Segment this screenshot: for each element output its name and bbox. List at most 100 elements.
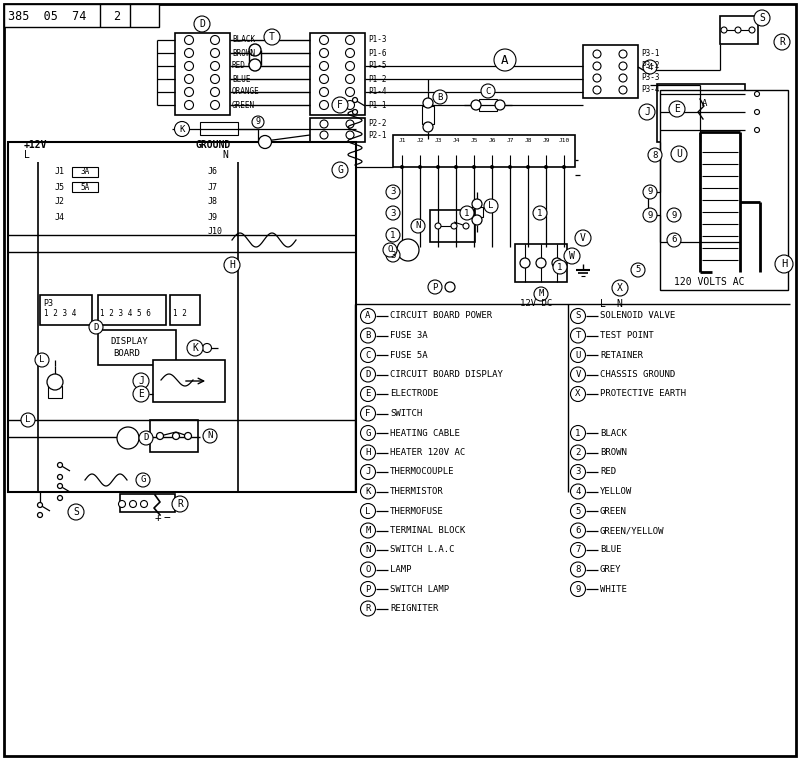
Text: J: J: [138, 376, 144, 386]
Bar: [72, 167, 98, 177]
Bar: [515, 244, 567, 282]
Text: O: O: [366, 565, 370, 574]
Circle shape: [361, 445, 375, 460]
Text: GROUND: GROUND: [195, 140, 230, 150]
Circle shape: [570, 581, 586, 597]
Text: 3: 3: [575, 467, 581, 477]
Circle shape: [361, 406, 375, 421]
Circle shape: [490, 165, 494, 169]
Circle shape: [520, 258, 530, 268]
Bar: [249, 50, 261, 65]
Text: U: U: [676, 149, 682, 159]
Circle shape: [210, 36, 219, 45]
Text: N: N: [616, 299, 622, 309]
Text: HEATER 120V AC: HEATER 120V AC: [390, 448, 466, 457]
Text: P3-2: P3-2: [641, 62, 659, 71]
Text: B: B: [366, 331, 370, 340]
Text: V: V: [575, 370, 581, 379]
Circle shape: [319, 74, 329, 84]
Circle shape: [612, 280, 628, 296]
Text: J8: J8: [208, 198, 218, 207]
Text: N: N: [222, 150, 228, 160]
Circle shape: [593, 50, 601, 58]
Text: 12V DC: 12V DC: [520, 299, 552, 309]
Text: H: H: [781, 259, 787, 269]
Circle shape: [361, 367, 375, 382]
Circle shape: [332, 162, 348, 178]
Text: RED: RED: [600, 467, 616, 477]
Bar: [310, 118, 365, 142]
Text: C: C: [486, 87, 490, 96]
Circle shape: [185, 62, 194, 71]
Circle shape: [320, 120, 328, 128]
Text: J6: J6: [208, 167, 218, 176]
Circle shape: [481, 84, 495, 98]
Text: PROTECTIVE EARTH: PROTECTIVE EARTH: [600, 389, 686, 398]
Text: +12V: +12V: [24, 140, 47, 150]
Text: N: N: [415, 221, 421, 230]
Circle shape: [508, 165, 512, 169]
Circle shape: [386, 228, 400, 242]
Text: J5: J5: [470, 138, 478, 144]
Text: FUSE 3A: FUSE 3A: [390, 331, 428, 340]
Circle shape: [564, 248, 580, 264]
Text: GREY: GREY: [600, 565, 622, 574]
Bar: [98, 295, 166, 325]
Text: 3: 3: [390, 188, 396, 197]
Circle shape: [593, 62, 601, 70]
Text: K: K: [179, 125, 185, 134]
Circle shape: [575, 230, 591, 246]
Bar: [479, 99, 497, 111]
Text: J: J: [366, 467, 370, 477]
Circle shape: [202, 344, 211, 353]
Text: P1-1: P1-1: [368, 100, 386, 109]
Circle shape: [411, 219, 425, 233]
Text: V: V: [580, 233, 586, 243]
Circle shape: [361, 523, 375, 538]
Bar: [48, 386, 62, 398]
Text: BLUE: BLUE: [600, 546, 622, 555]
Text: K: K: [192, 343, 198, 353]
Text: E: E: [366, 389, 370, 398]
Circle shape: [361, 562, 375, 577]
Circle shape: [472, 199, 482, 209]
Text: 4: 4: [647, 62, 653, 71]
Circle shape: [346, 120, 354, 128]
Bar: [393, 135, 575, 167]
Circle shape: [38, 512, 42, 518]
Bar: [657, 84, 745, 142]
Text: 1: 1: [575, 429, 581, 438]
Text: J2: J2: [55, 198, 65, 207]
Text: D: D: [366, 370, 370, 379]
Circle shape: [754, 10, 770, 26]
Text: N: N: [207, 432, 213, 441]
Text: G: G: [366, 429, 370, 438]
Text: L: L: [488, 201, 494, 211]
Circle shape: [185, 49, 194, 58]
Text: X: X: [575, 389, 581, 398]
Circle shape: [319, 36, 329, 45]
Text: A: A: [366, 312, 370, 321]
Text: N: N: [366, 546, 370, 555]
Text: P2-2: P2-2: [368, 119, 386, 128]
Text: BLUE: BLUE: [232, 74, 250, 84]
Circle shape: [58, 463, 62, 467]
Circle shape: [775, 255, 793, 273]
Text: P1-2: P1-2: [368, 74, 386, 84]
Circle shape: [471, 100, 481, 110]
Circle shape: [319, 100, 329, 109]
Circle shape: [258, 135, 271, 148]
Circle shape: [361, 347, 375, 363]
Circle shape: [361, 309, 375, 324]
Text: T: T: [575, 331, 581, 340]
Bar: [120, 494, 175, 512]
Circle shape: [671, 146, 687, 162]
Text: H: H: [229, 260, 235, 270]
Text: 385  05  74: 385 05 74: [8, 10, 86, 23]
Circle shape: [58, 474, 62, 480]
Text: J3: J3: [434, 138, 442, 144]
Text: J: J: [644, 107, 650, 117]
Bar: [720, 16, 758, 44]
Text: BOARD: BOARD: [113, 350, 140, 359]
Text: 5A: 5A: [80, 182, 90, 192]
